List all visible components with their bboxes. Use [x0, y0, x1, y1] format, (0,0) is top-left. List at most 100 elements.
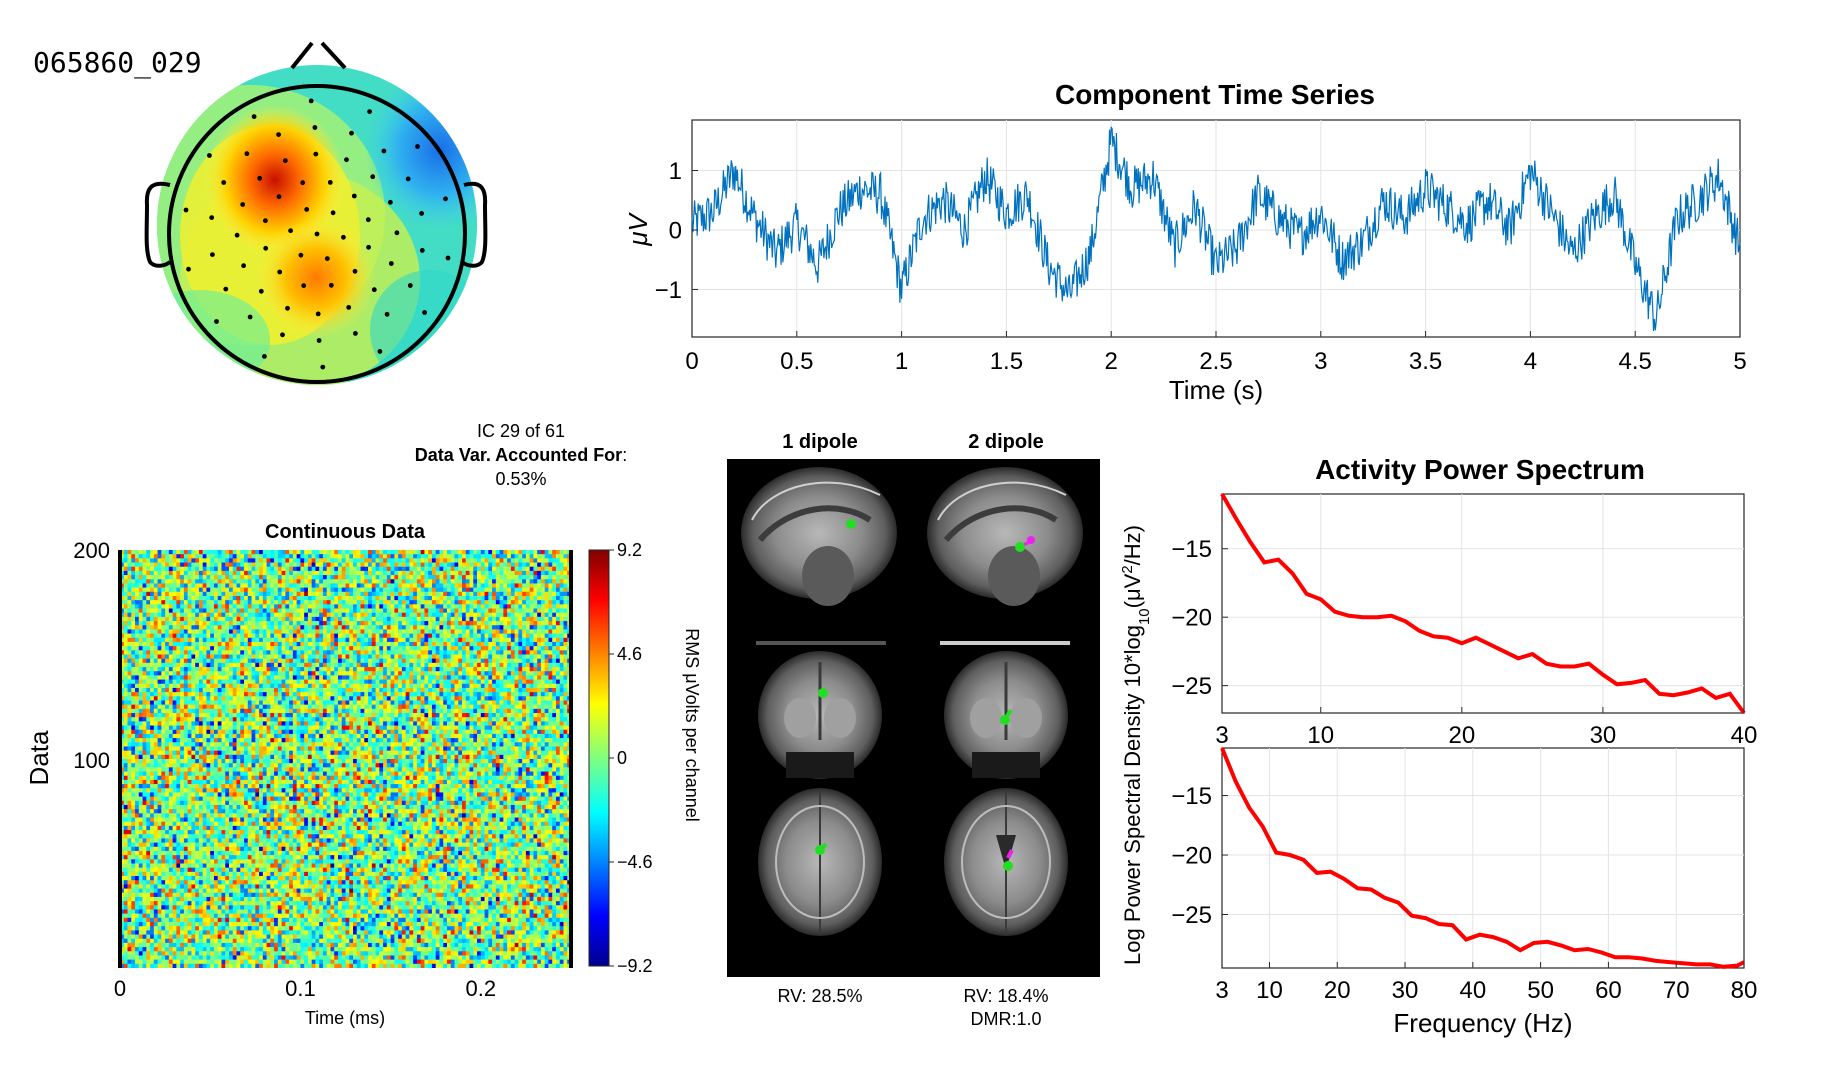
heatmap-cell	[525, 675, 531, 681]
heatmap-cell	[439, 708, 444, 714]
heatmap-cell	[529, 658, 535, 664]
heatmap-cell	[405, 550, 410, 555]
heatmap-cell	[525, 637, 531, 643]
heatmap-cell	[161, 616, 166, 622]
heatmap-cell	[251, 708, 256, 714]
heatmap-cell	[435, 570, 441, 576]
heatmap-cell	[251, 692, 256, 697]
heatmap-cell	[244, 662, 249, 668]
heatmap-cell	[514, 646, 519, 651]
heatmap-cell	[161, 713, 166, 718]
heatmap-cell	[529, 633, 535, 639]
heatmap-cell	[322, 595, 328, 601]
heatmap-cell	[206, 692, 211, 697]
heatmap-cell	[544, 625, 550, 631]
heatmap-cell	[228, 704, 234, 710]
heatmap-cell	[330, 658, 335, 664]
heatmap-cell	[274, 679, 279, 685]
heatmap-cell	[142, 654, 147, 660]
heatmap-cell	[428, 708, 433, 714]
heatmap-cell	[499, 633, 504, 639]
heatmap-cell	[191, 658, 196, 664]
heatmap-cell	[251, 591, 256, 597]
heatmap-cell	[349, 641, 354, 647]
heatmap-cell	[469, 591, 474, 597]
heatmap-cell	[277, 650, 283, 656]
heatmap-cell	[292, 595, 298, 601]
heatmap-cell	[244, 671, 249, 676]
heatmap-cell	[131, 621, 136, 626]
heatmap-cell	[255, 692, 260, 697]
heatmap-cell	[157, 587, 162, 593]
heatmap-cell	[191, 708, 196, 714]
electrode-dot	[422, 310, 427, 315]
heatmap-cell	[326, 562, 332, 568]
heatmap-cell	[405, 562, 410, 568]
heatmap-cell	[307, 625, 313, 631]
heatmap-cell	[300, 554, 305, 559]
heatmap-cell	[277, 708, 283, 714]
heatmap-cell	[270, 562, 275, 568]
heatmap-cell	[300, 696, 305, 702]
heatmap-cell	[540, 646, 546, 651]
heatmap-cell	[529, 654, 535, 660]
heatmap-cell	[334, 616, 339, 622]
heatmap-cell	[191, 600, 196, 605]
heatmap-cell	[383, 612, 388, 618]
heatmap-cell	[454, 591, 459, 597]
heatmap-cell	[462, 704, 467, 710]
heatmap-cell	[507, 658, 512, 664]
heatmap-cell	[240, 608, 245, 614]
heatmap-cell	[255, 717, 260, 722]
heatmap-cell	[450, 558, 456, 564]
heatmap-cell	[180, 570, 185, 576]
heatmap-cell	[360, 612, 365, 618]
heatmap-cell	[495, 621, 501, 626]
heatmap-cell	[473, 654, 478, 660]
heatmap-cell	[356, 554, 362, 559]
heatmap-cell	[413, 612, 418, 618]
heatmap-cell	[563, 562, 568, 568]
heatmap-cell	[274, 562, 279, 568]
heatmap-cell	[480, 700, 486, 706]
heatmap-cell	[439, 616, 444, 622]
heatmap-cell	[240, 671, 245, 676]
heatmap-cell	[420, 604, 426, 610]
heatmap-cell	[439, 713, 444, 718]
heatmap-cell	[420, 662, 426, 668]
heatmap-cell	[228, 575, 234, 580]
heatmap-cell	[259, 583, 264, 589]
heatmap-cell	[138, 562, 144, 568]
heatmap-cell	[153, 550, 159, 555]
heatmap-cell	[405, 566, 410, 572]
heatmap-cell	[458, 700, 463, 706]
heatmap-cell	[507, 687, 512, 693]
heatmap-cell	[319, 608, 324, 614]
heatmap-cell	[307, 629, 313, 635]
heatmap-cell	[247, 625, 253, 631]
heatmap-cell	[477, 575, 482, 580]
heatmap-cell	[537, 654, 542, 660]
heatmap-cell	[138, 708, 144, 714]
heatmap-cell	[146, 683, 151, 689]
heatmap-cell	[221, 579, 226, 585]
heatmap-cell	[386, 621, 392, 626]
heatmap-cell	[428, 662, 433, 668]
heatmap-cell	[259, 595, 264, 601]
nose-outline	[290, 41, 347, 70]
heatmap-cell	[424, 667, 429, 672]
heatmap-cell	[183, 671, 189, 676]
heatmap-cell	[371, 575, 377, 580]
heatmap-cell	[225, 683, 230, 689]
heatmap-cell	[322, 700, 328, 706]
heatmap-cell	[555, 713, 561, 718]
heatmap-cell	[217, 558, 223, 564]
heatmap-cell	[247, 579, 253, 585]
heatmap-cell	[322, 629, 328, 635]
heatmap-cell	[191, 558, 196, 564]
heatmap-cell	[450, 608, 456, 614]
heatmap-cell	[326, 579, 332, 585]
heatmap-cell	[349, 558, 354, 564]
heatmap-cell	[510, 579, 516, 585]
